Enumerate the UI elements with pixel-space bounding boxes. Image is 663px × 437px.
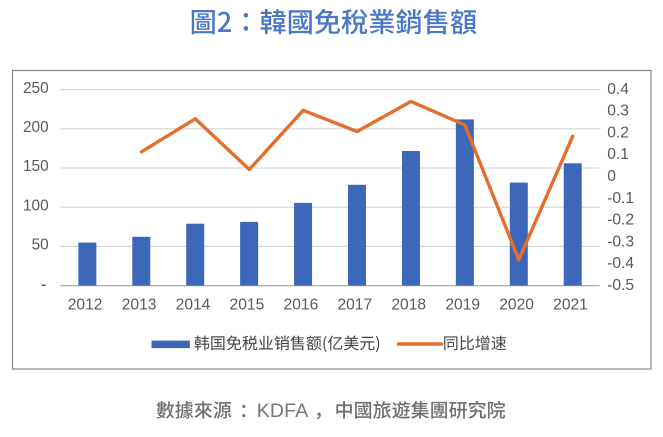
svg-text:-0.4: -0.4 [607, 255, 634, 272]
svg-text:100: 100 [23, 197, 49, 214]
svg-text:0: 0 [607, 168, 616, 185]
svg-text:-0.2: -0.2 [607, 212, 634, 229]
svg-text:-0.3: -0.3 [607, 233, 634, 250]
svg-text:2021: 2021 [553, 297, 588, 314]
svg-text:200: 200 [23, 119, 49, 136]
svg-text:2015: 2015 [230, 297, 265, 314]
svg-text:150: 150 [23, 158, 49, 175]
svg-text:2016: 2016 [284, 297, 319, 314]
svg-text:50: 50 [32, 237, 49, 254]
svg-text:250: 250 [23, 80, 49, 97]
svg-text:2017: 2017 [337, 297, 372, 314]
svg-text:2018: 2018 [391, 297, 426, 314]
svg-text:KDFA: KDFA [257, 400, 309, 422]
svg-text:-0.1: -0.1 [607, 190, 634, 207]
svg-text:0.3: 0.3 [607, 103, 629, 120]
svg-text:2013: 2013 [122, 297, 157, 314]
svg-text:0.4: 0.4 [607, 81, 629, 98]
svg-text:2019: 2019 [445, 297, 480, 314]
svg-text:2020: 2020 [499, 297, 534, 314]
svg-text:0.1: 0.1 [607, 146, 629, 163]
svg-text:2014: 2014 [176, 297, 211, 314]
svg-text:0.2: 0.2 [607, 125, 629, 142]
svg-text:2012: 2012 [68, 297, 103, 314]
svg-text:-0.5: -0.5 [607, 277, 634, 294]
